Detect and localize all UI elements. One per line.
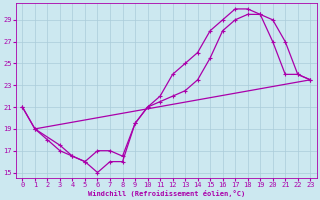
X-axis label: Windchill (Refroidissement éolien,°C): Windchill (Refroidissement éolien,°C) <box>88 190 245 197</box>
